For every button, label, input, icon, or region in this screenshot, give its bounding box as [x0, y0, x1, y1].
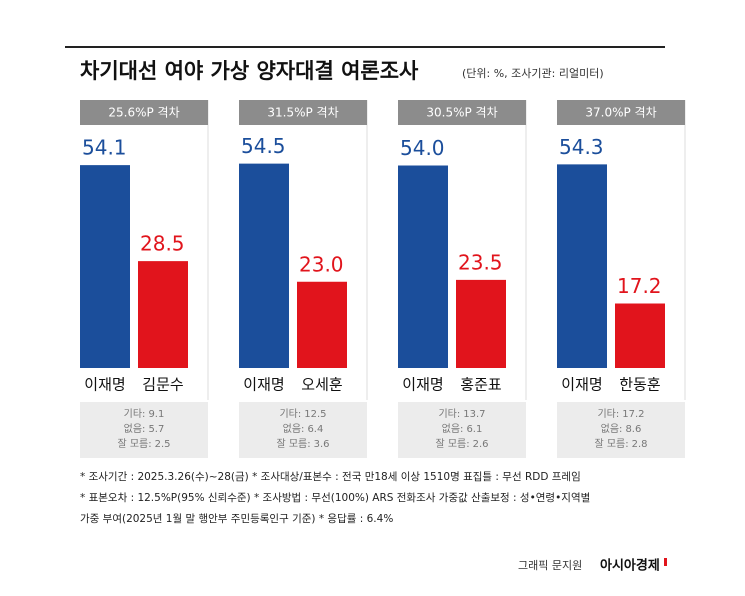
note: 없음: 6.1	[442, 422, 483, 435]
value-label: 54.0	[400, 136, 445, 160]
note-value: 13.7	[463, 409, 485, 420]
bar	[138, 261, 188, 368]
category-label: 이재명	[84, 376, 125, 394]
credit-publisher: 아시아경제	[600, 558, 660, 574]
note: 기타: 12.5	[279, 408, 326, 420]
notes-box	[80, 402, 208, 458]
note-label: 기타:	[438, 408, 460, 420]
note: 기타: 17.2	[597, 408, 644, 420]
value-label: 54.5	[241, 134, 286, 158]
notes-box	[239, 402, 367, 458]
note-value: 17.2	[622, 409, 644, 420]
bar	[80, 165, 130, 368]
header-band	[557, 100, 685, 125]
category-label: 홍준표	[460, 376, 502, 394]
category-label: 오세훈	[301, 376, 342, 394]
note-label: 기타:	[279, 408, 301, 420]
bar	[297, 281, 347, 368]
note-label: 잘 모름:	[435, 438, 469, 450]
bar	[557, 164, 607, 368]
note: 없음: 5.7	[124, 422, 165, 435]
note-value: 12.5	[304, 409, 326, 420]
note: 기타: 13.7	[438, 408, 485, 420]
header-band	[80, 100, 208, 125]
note-label: 기타:	[124, 408, 146, 420]
note: 없음: 8.6	[601, 422, 642, 435]
value-label: 54.3	[559, 135, 604, 159]
value-label: 54.1	[82, 136, 127, 160]
value-label: 23.5	[458, 250, 503, 274]
note-value: 2.6	[473, 439, 489, 450]
note-label: 기타:	[597, 408, 619, 420]
note: 잘 모름: 3.6	[276, 438, 329, 450]
note-label: 없음:	[601, 422, 623, 435]
category-label: 이재명	[402, 376, 443, 394]
bar	[239, 163, 289, 368]
note-value: 3.6	[314, 439, 330, 450]
note-label: 잘 모름:	[117, 438, 151, 450]
title: 차기대선 여야 가상 양자대결 여론조사	[80, 59, 419, 83]
note-value: 9.1	[148, 409, 164, 420]
note-value: 5.7	[148, 424, 164, 435]
notes-box	[398, 402, 526, 458]
value-label: 17.2	[617, 274, 662, 298]
note-value: 6.1	[466, 424, 482, 435]
note-label: 없음:	[124, 422, 146, 435]
gap-label: 37.0%P 격차	[585, 106, 656, 120]
header-band	[239, 100, 367, 125]
notes-box	[557, 402, 685, 458]
gap-label: 31.5%P 격차	[267, 106, 338, 120]
category-label: 이재명	[243, 376, 284, 394]
logo-mark	[664, 558, 667, 566]
note: 잘 모름: 2.8	[594, 438, 647, 450]
unit-note: (단위: %, 조사기관: 리얼미터)	[462, 66, 604, 80]
footnote: 가중 부여(2025년 1월 말 행안부 주민등록인구 기준) * 응답률 : …	[80, 513, 393, 525]
category-label: 한동훈	[619, 376, 660, 394]
bar	[615, 303, 665, 368]
note-value: 8.6	[625, 424, 641, 435]
credit-author: 그래픽 문지원	[518, 559, 582, 572]
category-label: 김문수	[142, 376, 183, 394]
gap-label: 30.5%P 격차	[426, 106, 497, 120]
note: 잘 모름: 2.5	[117, 438, 170, 450]
note-label: 없음:	[442, 422, 464, 435]
note: 없음: 6.4	[283, 422, 324, 435]
bar	[398, 165, 448, 368]
note-label: 잘 모름:	[594, 438, 628, 450]
note-value: 6.4	[307, 424, 323, 435]
note: 잘 모름: 2.6	[435, 438, 488, 450]
value-label: 23.0	[299, 252, 344, 276]
gap-label: 25.6%P 격차	[108, 106, 179, 120]
note-label: 없음:	[283, 422, 305, 435]
note-value: 2.8	[632, 439, 648, 450]
note-value: 2.5	[155, 439, 171, 450]
footnote: * 조사기간 : 2025.3.26(수)~28(금) * 조사대상/표본수 :…	[80, 470, 581, 483]
note: 기타: 9.1	[124, 408, 165, 420]
note-label: 잘 모름:	[276, 438, 310, 450]
bar	[456, 279, 506, 368]
footnote: * 표본오차 : 12.5%P(95% 신뢰수준) * 조사방법 : 무선(10…	[80, 492, 590, 504]
category-label: 이재명	[561, 376, 602, 394]
header-band	[398, 100, 526, 125]
value-label: 28.5	[140, 232, 185, 256]
